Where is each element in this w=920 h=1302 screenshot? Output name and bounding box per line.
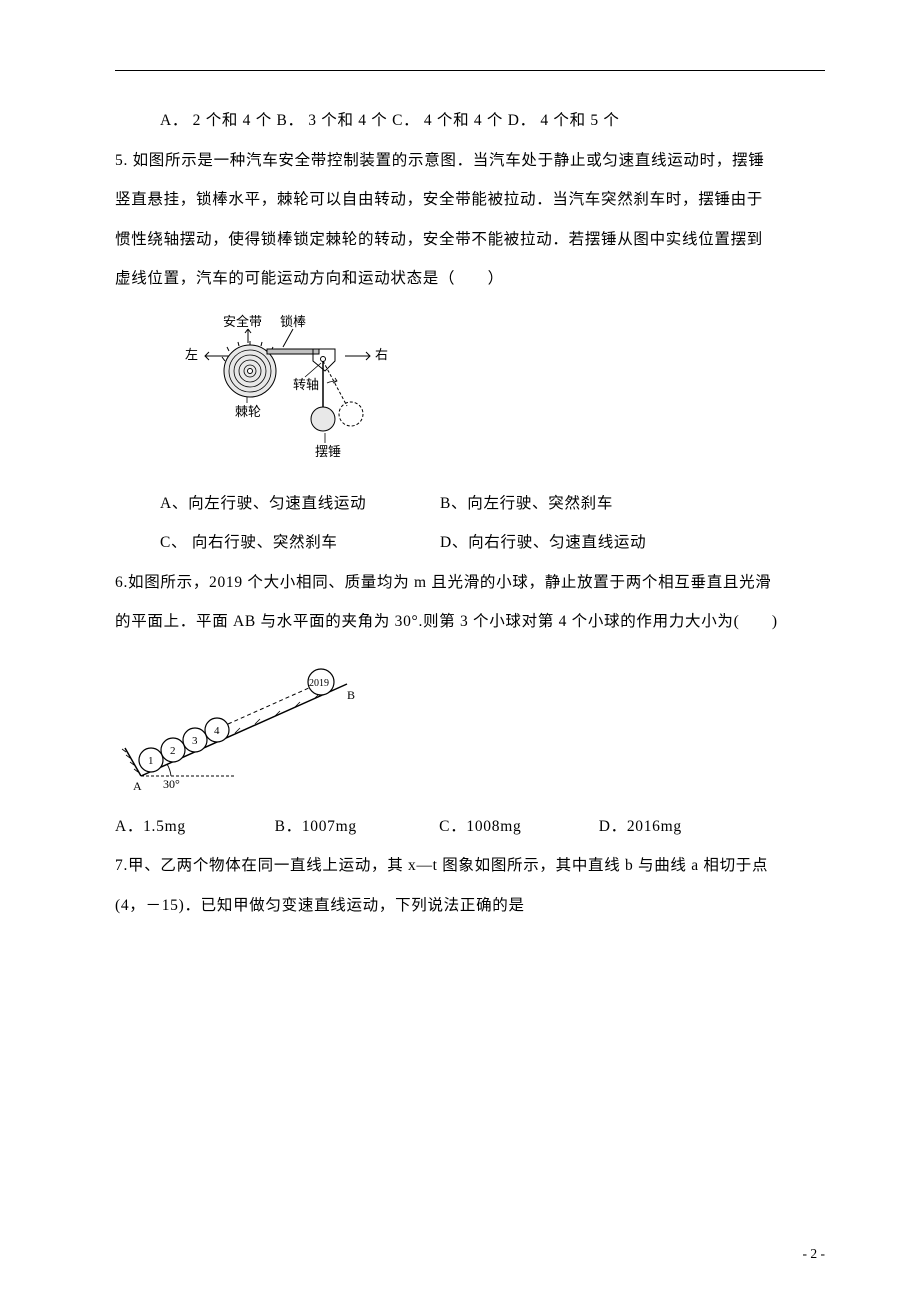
q5-option-b: B、向左行驶、突然刹车	[440, 484, 825, 524]
q5-option-c: C、 向右行驶、突然刹车	[160, 523, 440, 563]
q5-options-row-1: A、向左行驶、匀速直线运动 B、向左行驶、突然刹车	[115, 484, 825, 524]
q7-stem-line-1: 7.甲、乙两个物体在同一直线上运动，其 x—t 图象如图所示，其中直线 b 与曲…	[115, 846, 825, 886]
q5-figure-svg: 安全带 锁棒 左 右	[175, 311, 415, 461]
page-top-separator	[115, 70, 825, 71]
q5-options-row-2: C、 向右行驶、突然刹车 D、向右行驶、匀速直线运动	[115, 523, 825, 563]
q7-stem-line-2: (4，－15)．已知甲做匀变速直线运动，下列说法正确的是	[115, 886, 825, 926]
angle-label: 30°	[163, 777, 180, 791]
label-right: 右	[375, 347, 388, 362]
label-pendulum: 摆锤	[315, 444, 341, 459]
q6-stem-line-1: 6.如图所示，2019 个大小相同、质量均为 m 且光滑的小球，静止放置于两个相…	[115, 563, 825, 603]
page-number: - 2 -	[803, 1246, 826, 1262]
label-axle: 转轴	[293, 377, 319, 392]
ball-4-label: 4	[214, 725, 220, 737]
q6-figure: 1 2 3 4 2019 30° A B	[115, 654, 825, 799]
q6-option-c: C．1008mg	[439, 807, 594, 847]
plane-B-label: B	[347, 688, 355, 702]
q4-options: A． 2 个和 4 个 B． 3 个和 4 个 C． 4 个和 4 个 D． 4…	[115, 101, 825, 141]
q6-option-d: D．2016mg	[599, 807, 682, 847]
ball-3-label: 3	[192, 735, 198, 747]
q5-stem-line-3: 惯性绕轴摆动，使得锁棒锁定棘轮的转动，安全带不能被拉动．若摆锤从图中实线位置摆到	[115, 220, 825, 260]
ball-top-label: 2019	[309, 678, 329, 689]
q6-option-b: B．1007mg	[275, 807, 435, 847]
q5-stem-line-1: 5. 如图所示是一种汽车安全带控制装置的示意图．当汽车处于静止或匀速直线运动时，…	[115, 141, 825, 181]
label-belt: 安全带	[223, 314, 262, 329]
q5-option-a: A、向左行驶、匀速直线运动	[160, 484, 440, 524]
q6-options-row: A．1.5mg B．1007mg C．1008mg D．2016mg	[115, 807, 825, 847]
ball-1-label: 1	[148, 755, 154, 767]
q5-stem-line-2: 竖直悬挂，锁棒水平，棘轮可以自由转动，安全带能被拉动．当汽车突然刹车时，摆锤由于	[115, 180, 825, 220]
q6-figure-svg: 1 2 3 4 2019 30° A B	[115, 654, 375, 794]
q5-stem-line-4: 虚线位置，汽车的可能运动方向和运动状态是（ ）	[115, 259, 825, 299]
ball-2-label: 2	[170, 745, 176, 757]
q6-stem-line-2: 的平面上．平面 AB 与水平面的夹角为 30°.则第 3 个小球对第 4 个小球…	[115, 602, 825, 642]
plane-A-label: A	[133, 779, 142, 793]
q5-figure: 安全带 锁棒 左 右	[175, 311, 825, 466]
label-lock: 锁棒	[280, 314, 306, 329]
label-ratchet: 棘轮	[235, 404, 261, 419]
q5-option-d: D、向右行驶、匀速直线运动	[440, 523, 825, 563]
label-left: 左	[185, 347, 198, 362]
q6-option-a: A．1.5mg	[115, 807, 270, 847]
